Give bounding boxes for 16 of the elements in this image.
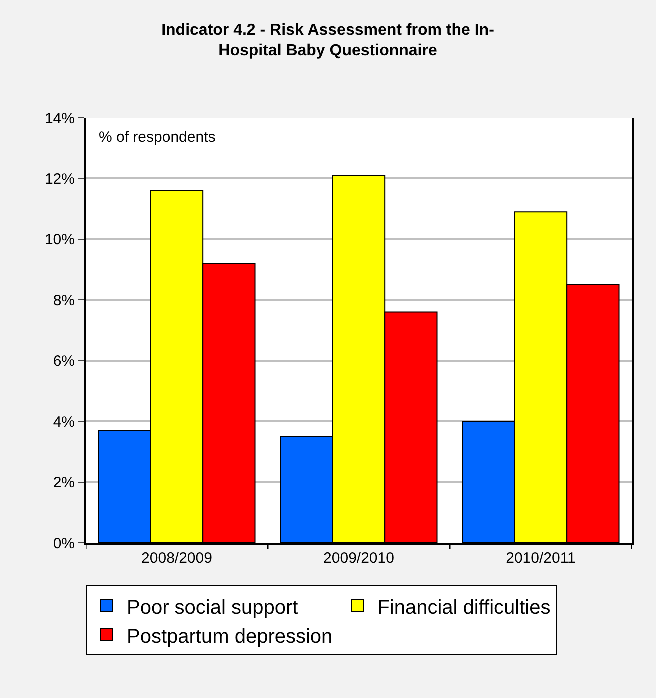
y-tick-label: 6% <box>53 353 75 370</box>
y-tick-label: 0% <box>53 535 75 552</box>
y-tick-label: 8% <box>53 292 75 310</box>
y-tick-label: 14% <box>44 110 75 128</box>
legend-label: Postpartum depression <box>127 626 333 648</box>
y-tick-label: 12% <box>44 170 75 188</box>
annotation: % of respondents <box>99 129 216 146</box>
x-tick-label: 2010/2011 <box>506 550 576 567</box>
y-tick-label: 10% <box>44 232 75 249</box>
x-tick-label: 2009/2010 <box>324 550 394 567</box>
y-tick-label: 4% <box>53 414 75 431</box>
y-tick-label: 2% <box>53 474 75 492</box>
chart-title: Indicator 4.2 - Risk Assessment from the In-Hospital Baby Questionnaire <box>162 22 494 60</box>
x-tick-label: 2008/2009 <box>142 550 212 567</box>
legend-label: Poor social support <box>127 596 299 619</box>
legend-label: Financial difficulties <box>378 596 551 619</box>
